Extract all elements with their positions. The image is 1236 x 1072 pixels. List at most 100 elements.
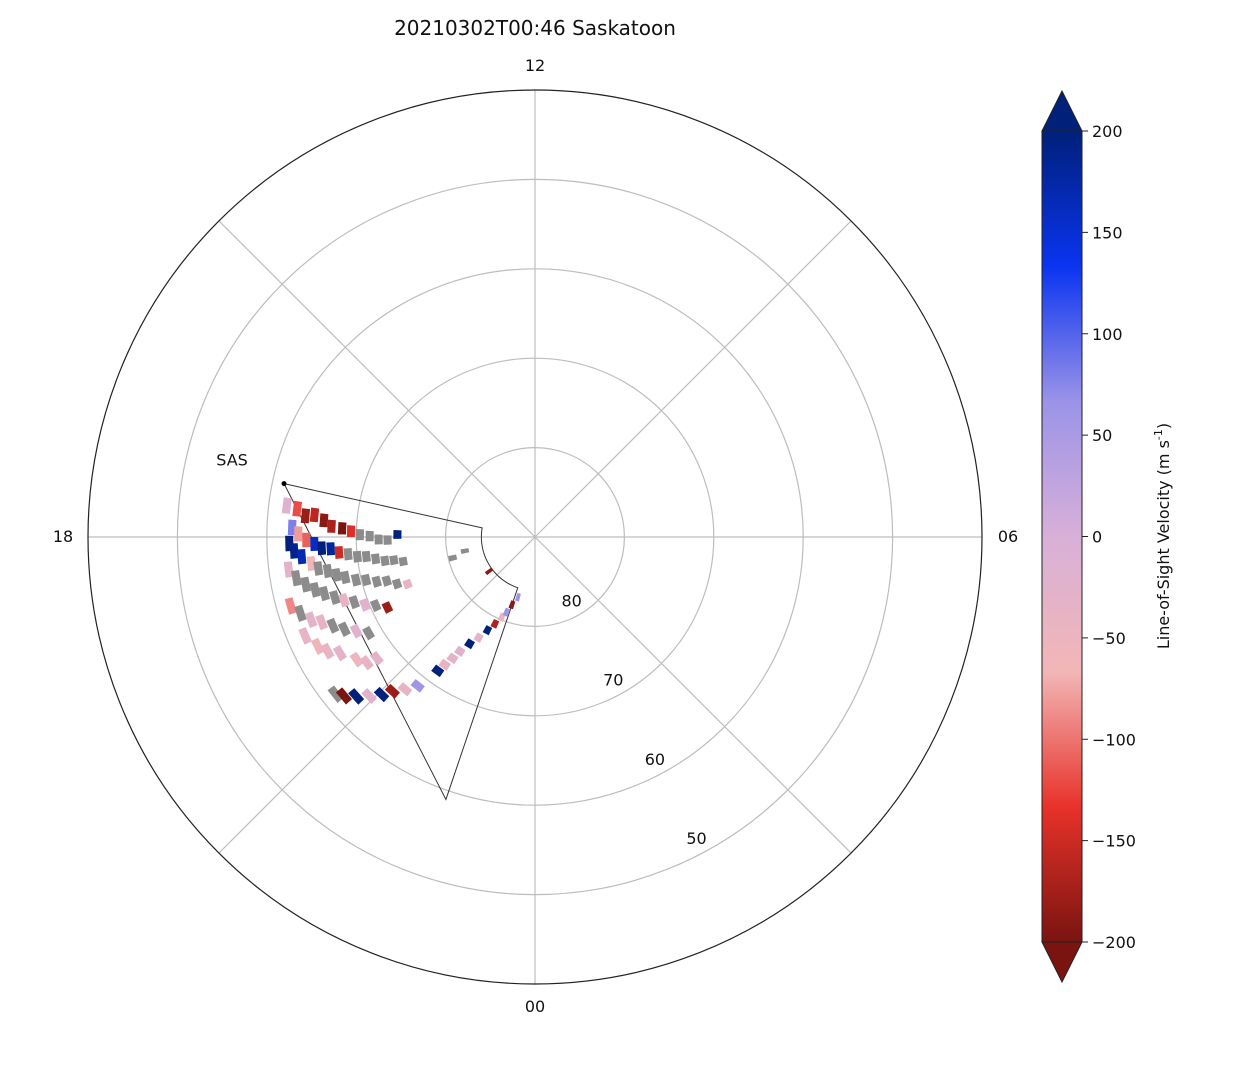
mlt-label: 06	[998, 527, 1018, 546]
lat-ring-label: 70	[603, 671, 623, 690]
velocity-cell	[381, 601, 394, 614]
colorbar-title: Line-of-Sight Velocity (m s-1)	[1152, 423, 1173, 649]
velocity-cell	[317, 541, 327, 556]
velocity-cell	[484, 567, 494, 576]
velocity-cell	[482, 625, 493, 636]
velocity-cell	[362, 625, 376, 641]
velocity-cell	[358, 598, 371, 612]
grid-ring	[445, 447, 626, 628]
velocity-cell	[320, 642, 335, 660]
velocity-cell	[355, 529, 364, 541]
velocity-cell	[340, 570, 351, 585]
chart-title: 20210302T00:46 Saskatoon	[394, 16, 676, 40]
velocity-cell	[393, 529, 402, 539]
velocity-cell	[410, 679, 425, 693]
velocity-cell	[438, 658, 451, 671]
colorbar-tick-label: −150	[1092, 832, 1136, 851]
velocity-cell	[319, 513, 329, 528]
velocity-cell	[331, 567, 342, 582]
grid-spoke	[218, 220, 536, 538]
velocity-cell	[297, 549, 307, 565]
radar-field-of-view	[283, 482, 519, 801]
colorbar-tick-label: 200	[1092, 122, 1123, 141]
velocity-cell	[327, 685, 344, 703]
velocity-cell	[350, 573, 362, 587]
velocity-cell	[380, 555, 390, 567]
colorbar-extend-bottom	[1041, 941, 1083, 984]
grid-ring	[266, 268, 804, 806]
velocity-cell	[454, 645, 466, 658]
velocity-cells	[281, 497, 521, 705]
velocity-cell	[381, 575, 392, 587]
velocity-cell	[460, 548, 470, 555]
velocity-cell	[313, 561, 324, 576]
colorbar-tick-label: 50	[1092, 426, 1112, 445]
grid-ring	[176, 178, 894, 896]
lat-ring-label: 80	[561, 592, 581, 611]
velocity-cell	[389, 555, 399, 566]
colorbar-tick-label: −200	[1092, 933, 1136, 952]
velocity-cell	[310, 537, 319, 552]
velocity-cell	[402, 578, 413, 590]
velocity-cell	[338, 592, 350, 608]
velocity-cell	[448, 554, 458, 562]
mlt-label: 18	[53, 527, 73, 546]
velocity-cell	[349, 623, 363, 639]
colorbar-tick-label: 150	[1092, 223, 1123, 242]
colorbar: 200 150 100 50 0 −50 −100 −150 −200 Line-of-Sight…	[1041, 89, 1173, 984]
velocity-cell	[348, 595, 361, 610]
grid-spoke	[534, 220, 852, 538]
velocity-cell	[281, 497, 292, 514]
outer-frame	[87, 89, 983, 985]
velocity-cell	[369, 650, 384, 666]
mlt-label: 12	[525, 56, 545, 75]
velocity-cell	[346, 525, 356, 537]
velocity-cell	[300, 576, 312, 593]
lat-ring-label: 50	[686, 829, 706, 848]
velocity-cell	[398, 556, 408, 567]
radar-code-label: SAS	[216, 451, 248, 470]
velocity-cell	[391, 578, 403, 590]
velocity-cell	[294, 604, 307, 622]
velocity-cell	[397, 682, 413, 697]
velocity-cell	[360, 573, 372, 587]
velocity-cell	[446, 652, 459, 665]
velocity-cell	[329, 590, 341, 606]
velocity-cell	[310, 637, 325, 655]
velocity-cell	[304, 611, 318, 629]
colorbar-tick-label: 100	[1092, 325, 1123, 344]
velocity-cell	[302, 532, 311, 548]
colorbar-tick-label: 0	[1092, 528, 1102, 547]
velocity-cell	[327, 519, 336, 533]
velocity-cell	[283, 561, 294, 578]
velocity-cell	[369, 598, 382, 613]
colorbar-tick-label: −50	[1092, 629, 1126, 648]
velocity-cell	[337, 522, 347, 535]
colorbar-bar	[1041, 130, 1083, 943]
velocity-cell	[318, 585, 331, 602]
velocity-cell	[361, 550, 371, 563]
lat-ring-label: 60	[645, 750, 665, 769]
polar-labels: 12 06 00 18 50 60 70 80 SAS	[53, 56, 1018, 1016]
velocity-cell	[326, 617, 340, 634]
radar-site-marker	[281, 481, 287, 487]
velocity-cell	[348, 688, 365, 705]
mlt-label: 00	[525, 997, 545, 1016]
velocity-cell	[508, 600, 516, 610]
velocity-cell	[373, 686, 390, 703]
velocity-cell	[374, 534, 383, 545]
velocity-cell	[326, 542, 336, 556]
velocity-cell	[349, 651, 364, 668]
velocity-cell	[315, 614, 329, 631]
velocity-cell	[298, 627, 312, 645]
velocity-cell	[306, 556, 317, 572]
velocity-cell	[300, 508, 311, 524]
velocity-cell	[343, 548, 353, 561]
velocity-cell	[337, 621, 351, 638]
velocity-cell	[332, 644, 347, 662]
velocity-cell	[291, 569, 302, 587]
velocity-cell	[334, 546, 344, 560]
velocity-cell	[294, 526, 303, 542]
velocity-cell	[309, 582, 321, 598]
velocity-cell	[384, 683, 400, 699]
